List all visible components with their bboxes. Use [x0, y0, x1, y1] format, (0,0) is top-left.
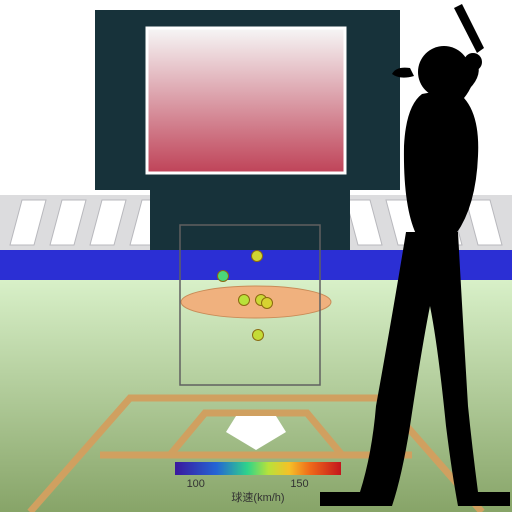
pitch-marker [218, 271, 229, 282]
pitch-marker [239, 295, 250, 306]
scoreboard-screen [147, 28, 345, 173]
legend-tick: 100 [187, 478, 205, 490]
pitch-marker [252, 251, 263, 262]
legend-label: 球速(km/h) [231, 490, 284, 504]
legend-tick: 150 [290, 478, 308, 490]
pitch-marker [253, 330, 264, 341]
pitch-marker [262, 298, 273, 309]
speed-legend-bar [175, 462, 341, 475]
